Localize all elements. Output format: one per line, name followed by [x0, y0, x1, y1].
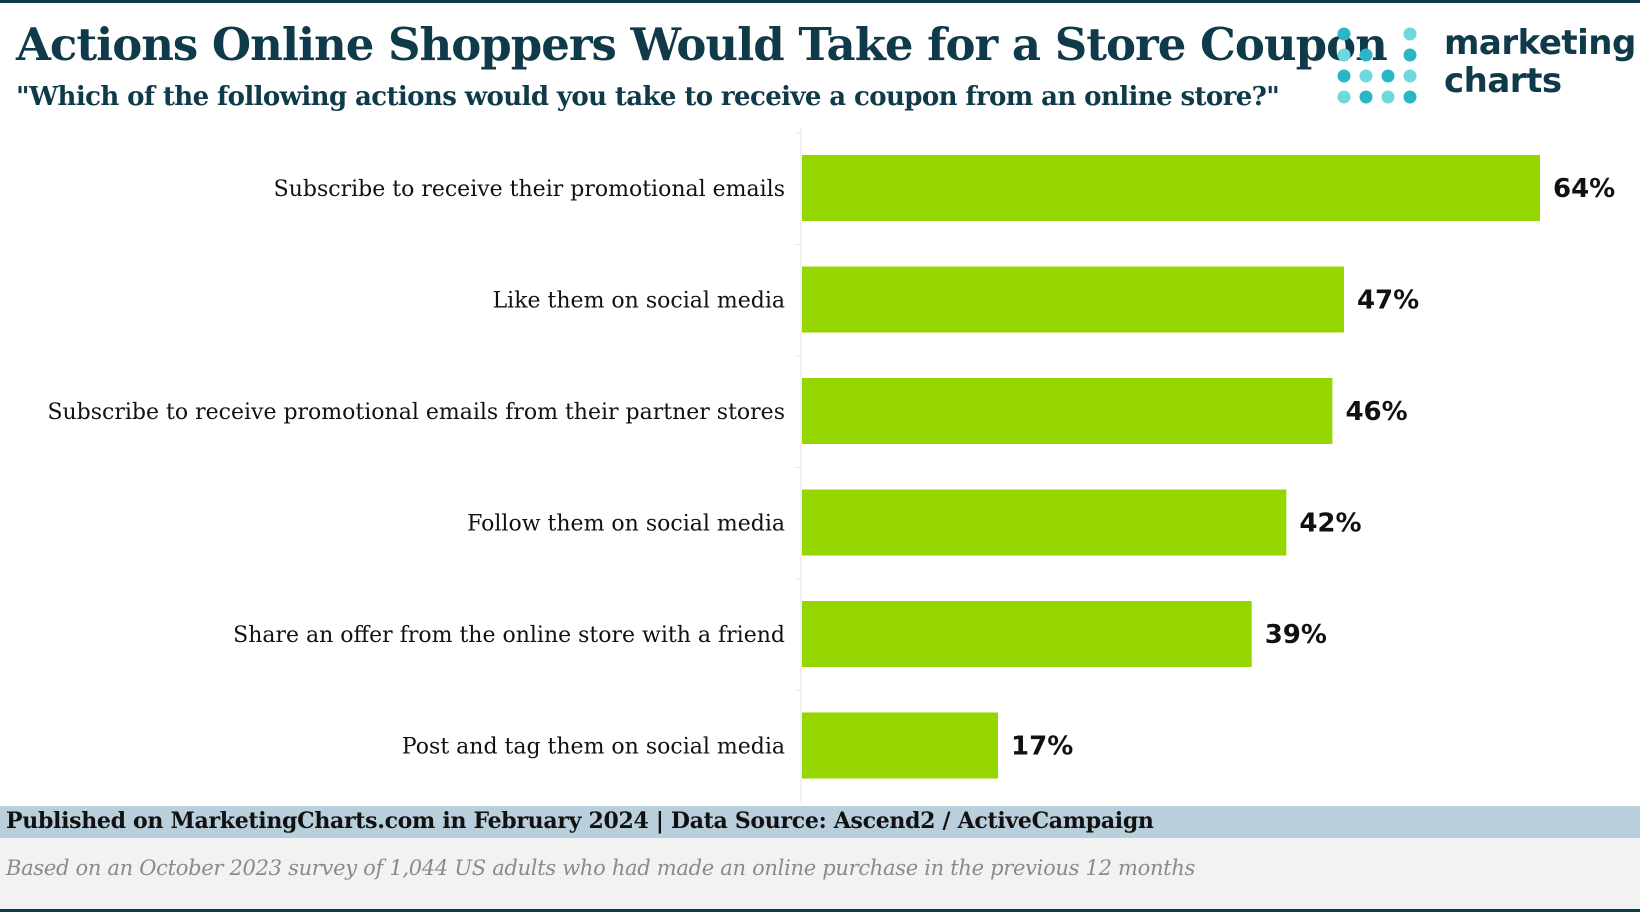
bar: [802, 601, 1252, 667]
logo-dot: [1403, 69, 1417, 83]
logo-dot: [1337, 69, 1351, 83]
data-label: 42%: [1299, 509, 1361, 539]
bar: [802, 378, 1333, 444]
data-label: 46%: [1345, 397, 1407, 427]
logo-dot: [1337, 27, 1351, 41]
data-label: 39%: [1265, 620, 1327, 650]
category-label: Subscribe to receive promotional emails …: [47, 400, 785, 425]
category-label: Subscribe to receive their promotional e…: [274, 177, 785, 202]
survey-note: Based on an October 2023 survey of 1,044…: [6, 856, 1196, 880]
marketingcharts-logo[interactable]: marketing charts: [1336, 24, 1636, 108]
logo-dot: [1359, 90, 1373, 104]
category-label: Post and tag them on social media: [402, 735, 785, 760]
logo-dot: [1403, 90, 1417, 104]
logo-dot: [1359, 48, 1373, 62]
bar: [802, 712, 999, 779]
logo-line-2: charts: [1444, 61, 1562, 101]
bar-chart: Subscribe to receive their promotional e…: [47, 128, 1615, 804]
logo-dot: [1403, 27, 1417, 41]
logo-wordmark: marketing charts: [1444, 24, 1636, 100]
bar: [802, 489, 1287, 556]
logo-dot: [1403, 48, 1417, 62]
category-label: Like them on social media: [493, 289, 785, 314]
logo-dot: [1337, 48, 1351, 62]
category-label: Follow them on social media: [467, 512, 785, 537]
logo-line-1: marketing: [1444, 23, 1636, 63]
source-text: Published on MarketingCharts.com in Febr…: [6, 808, 1154, 834]
logo-dot: [1381, 90, 1395, 104]
bar: [802, 266, 1344, 333]
logo-dot: [1359, 69, 1373, 83]
survey-note-area: Based on an October 2023 survey of 1,044…: [0, 838, 1640, 909]
category-label: Share an offer from the online store wit…: [233, 623, 785, 648]
logo-dots-icon: [1337, 27, 1417, 104]
data-label: 17%: [1011, 732, 1073, 762]
logo-dot: [1381, 69, 1395, 83]
bar: [802, 155, 1540, 221]
bottom-rule: [0, 909, 1640, 912]
data-label: 64%: [1553, 174, 1615, 204]
logo-dot: [1337, 90, 1351, 104]
source-bar: Published on MarketingCharts.com in Febr…: [0, 806, 1640, 838]
data-label: 47%: [1357, 286, 1419, 316]
top-rule: [0, 0, 1640, 3]
chart-title: Actions Online Shoppers Would Take for a…: [16, 18, 1388, 71]
chart-subtitle: "Which of the following actions would yo…: [16, 82, 1280, 112]
